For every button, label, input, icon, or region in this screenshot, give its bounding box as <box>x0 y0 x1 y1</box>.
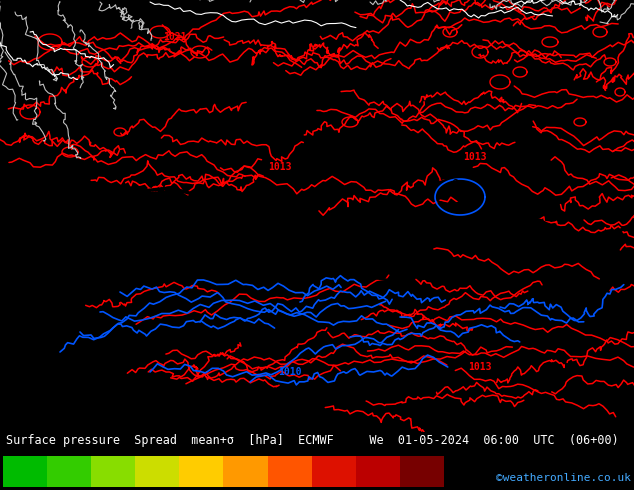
Bar <box>136 456 179 487</box>
Text: 1010: 1010 <box>278 367 302 377</box>
Text: 1013: 1013 <box>463 152 487 162</box>
Bar <box>311 456 356 487</box>
Bar <box>179 456 224 487</box>
Bar <box>399 456 444 487</box>
Text: 1021: 1021 <box>163 32 187 42</box>
Bar <box>268 456 312 487</box>
Bar <box>223 456 268 487</box>
Text: ©weatheronline.co.uk: ©weatheronline.co.uk <box>496 473 631 484</box>
Text: 1013: 1013 <box>268 162 292 172</box>
Bar <box>3 456 47 487</box>
Bar <box>91 456 135 487</box>
Text: O: O <box>451 177 459 191</box>
Bar <box>356 456 399 487</box>
Text: Surface pressure  Spread  mean+σ  [hPa]  ECMWF     We  01-05-2024  06:00  UTC  (: Surface pressure Spread mean+σ [hPa] ECM… <box>6 434 619 447</box>
Bar <box>47 456 91 487</box>
Text: 1013: 1013 <box>469 362 492 372</box>
